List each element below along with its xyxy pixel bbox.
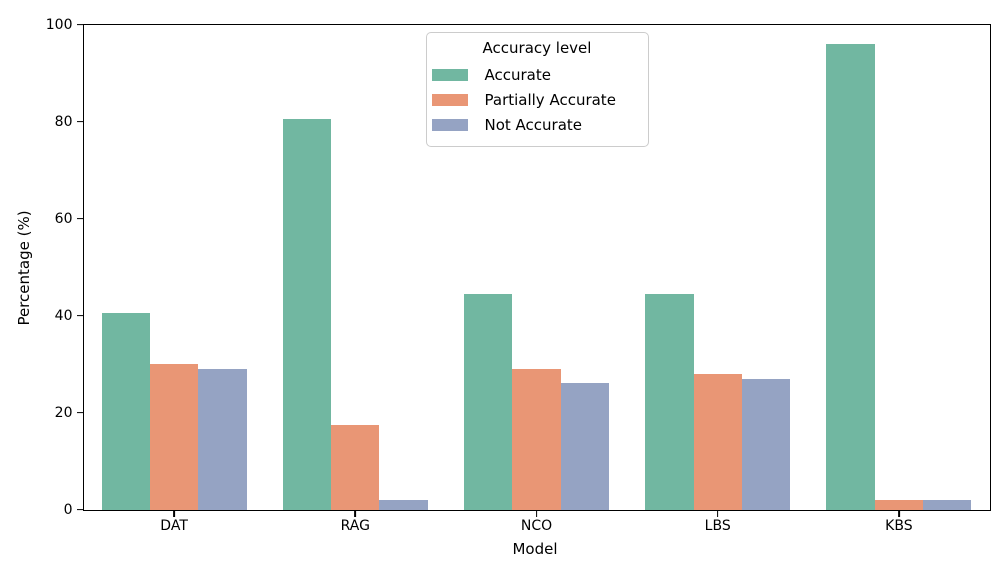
legend-title: Accuracy level (482, 38, 592, 57)
y-tick-label-60: 60 (54, 210, 73, 227)
y-tick-mark-0 (76, 508, 84, 511)
bar-lbs-partially-accurate (693, 373, 742, 510)
y-tick-label-100: 100 (45, 16, 73, 33)
bar-rag-partially-accurate (331, 424, 380, 510)
legend-label: Accurate (484, 65, 551, 84)
bar-dat-not-accurate (198, 368, 247, 510)
legend-swatch-icon (431, 69, 468, 81)
bar-kbs-accurate (826, 43, 875, 510)
y-tick-label-40: 40 (54, 307, 73, 324)
bar-nco-partially-accurate (512, 368, 561, 510)
bar-kbs-partially-accurate (874, 499, 924, 510)
x-tick-mark-lbs (716, 509, 719, 517)
x-tick-label-kbs: KBS (885, 517, 913, 534)
y-tick-mark-60 (76, 217, 84, 220)
x-axis-label: Model (512, 540, 558, 558)
bar-dat-partially-accurate (149, 364, 199, 510)
y-tick-label-20: 20 (54, 404, 73, 421)
legend-items: Accurate Partially Accurate Not Accurate (427, 63, 648, 138)
x-tick-mark-rag (354, 509, 357, 517)
legend-swatch-icon (431, 94, 468, 106)
plot-area: 0 20 40 60 80 100 DAT RAG NCO LBS KBS Accuracy le… (46, 18, 991, 533)
bar-dat-accurate (101, 313, 150, 510)
bar-lbs-not-accurate (741, 378, 791, 510)
y-tick-label-0: 0 (63, 501, 73, 518)
y-axis-label: Percentage (%) (15, 210, 33, 326)
y-tick-mark-80 (76, 120, 84, 123)
bar-rag-not-accurate (379, 499, 428, 510)
legend-item-partially-accurate: Partially Accurate (427, 88, 648, 113)
legend: Accuracy level Accurate Partially Accurat… (425, 31, 649, 147)
bar-nco-not-accurate (560, 383, 609, 510)
x-tick-label-nco: NCO (520, 517, 553, 534)
y-tick-mark-40 (76, 314, 84, 317)
bar-kbs-not-accurate (923, 499, 972, 510)
y-tick-mark-100 (76, 23, 84, 26)
legend-label: Not Accurate (484, 115, 583, 134)
bar-rag-accurate (282, 119, 332, 510)
x-tick-mark-nco (535, 509, 538, 517)
legend-item-not-accurate: Not Accurate (427, 113, 648, 138)
y-tick-mark-20 (76, 411, 84, 414)
y-tick-label-80: 80 (54, 113, 73, 130)
x-tick-label-dat: DAT (160, 517, 188, 534)
x-tick-mark-kbs (897, 509, 900, 517)
x-tick-label-lbs: LBS (704, 517, 731, 534)
legend-label: Partially Accurate (484, 90, 616, 109)
x-tick-label-rag: RAG (340, 517, 370, 534)
bar-nco-accurate (464, 293, 513, 510)
x-tick-mark-dat (173, 509, 175, 517)
legend-swatch-icon (431, 119, 468, 131)
legend-item-accurate: Accurate (427, 63, 648, 88)
bar-lbs-accurate (645, 293, 694, 510)
